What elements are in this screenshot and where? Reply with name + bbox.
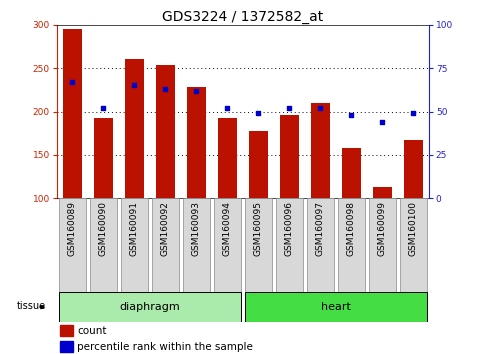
Bar — [404, 140, 423, 198]
Bar — [249, 131, 268, 198]
Text: GSM160089: GSM160089 — [68, 201, 77, 256]
Text: count: count — [77, 326, 106, 336]
Bar — [307, 198, 334, 292]
Bar — [218, 119, 237, 198]
Text: GSM160092: GSM160092 — [161, 201, 170, 256]
Bar — [369, 198, 396, 292]
Bar — [245, 198, 272, 292]
Point — [223, 105, 231, 111]
Text: GSM160093: GSM160093 — [192, 201, 201, 256]
Bar — [61, 341, 73, 353]
Point — [348, 112, 355, 118]
Point — [379, 119, 387, 125]
Point — [130, 82, 138, 88]
Bar — [59, 292, 241, 322]
Bar — [338, 198, 365, 292]
Text: GSM160100: GSM160100 — [409, 201, 418, 256]
Text: GSM160098: GSM160098 — [347, 201, 356, 256]
Bar — [121, 198, 148, 292]
Bar — [94, 119, 112, 198]
Bar — [61, 325, 73, 336]
Point — [99, 105, 107, 111]
Bar — [59, 198, 86, 292]
Text: heart: heart — [321, 302, 351, 312]
Text: GSM160091: GSM160091 — [130, 201, 139, 256]
Bar — [400, 198, 427, 292]
Bar — [280, 115, 299, 198]
Point — [317, 105, 324, 111]
Text: diaphragm: diaphragm — [119, 302, 180, 312]
Bar — [90, 198, 117, 292]
Text: GSM160094: GSM160094 — [223, 201, 232, 256]
Text: GSM160097: GSM160097 — [316, 201, 325, 256]
Point — [285, 105, 293, 111]
Bar — [373, 187, 391, 198]
Text: GSM160090: GSM160090 — [99, 201, 108, 256]
Point — [254, 110, 262, 116]
Bar — [342, 148, 361, 198]
Bar — [276, 198, 303, 292]
Text: tissue: tissue — [17, 301, 46, 310]
Text: GSM160096: GSM160096 — [285, 201, 294, 256]
Text: GSM160099: GSM160099 — [378, 201, 387, 256]
Text: GSM160095: GSM160095 — [254, 201, 263, 256]
Bar — [245, 292, 427, 322]
Bar — [125, 59, 143, 198]
Text: percentile rank within the sample: percentile rank within the sample — [77, 342, 253, 352]
Point — [68, 79, 76, 85]
Bar — [152, 198, 179, 292]
Bar — [213, 198, 241, 292]
Point — [410, 110, 418, 116]
Bar — [182, 198, 210, 292]
Bar — [187, 87, 206, 198]
Point — [161, 86, 169, 92]
Bar — [311, 103, 330, 198]
Point — [192, 88, 200, 93]
Bar — [63, 29, 81, 198]
Bar — [156, 65, 175, 198]
Title: GDS3224 / 1372582_at: GDS3224 / 1372582_at — [162, 10, 323, 24]
